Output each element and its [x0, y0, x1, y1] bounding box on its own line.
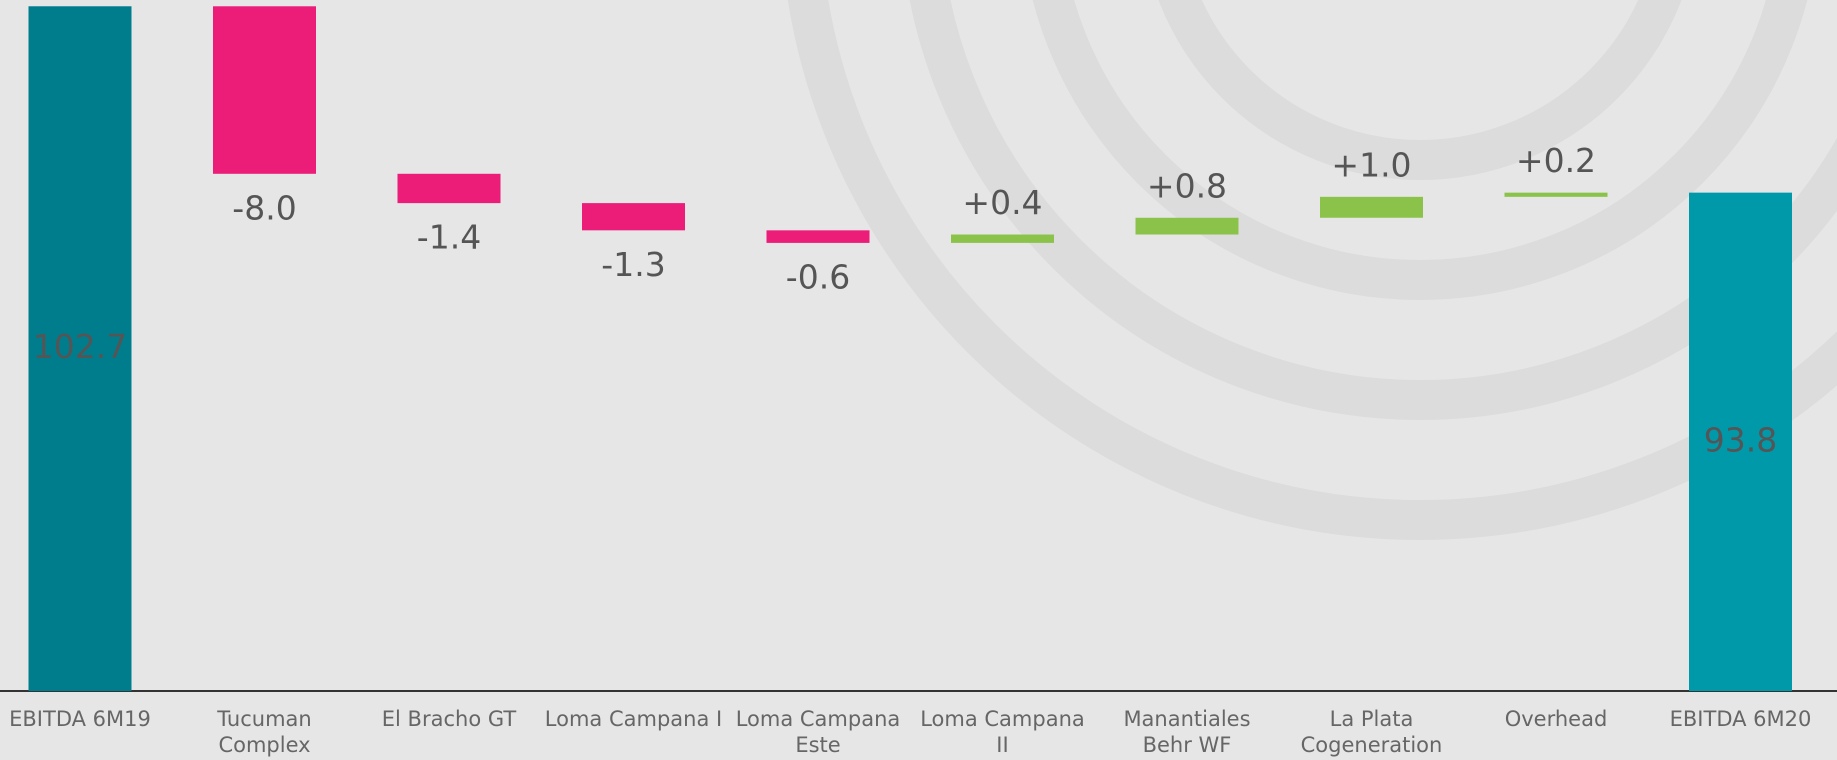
x-tick-label: El Bracho GT [359, 706, 539, 732]
x-tick-label: Loma Campana II [913, 706, 1093, 758]
value-label: -1.4 [417, 218, 481, 257]
value-label: 102.7 [33, 327, 127, 366]
bar [1320, 197, 1423, 218]
x-tick-label: Tucuman Complex [175, 706, 355, 758]
value-label: -8.0 [232, 188, 296, 227]
chart-svg: 102.7 -8.0 -1.4 -1.3 -0.6 +0.4 +0.8 +1.0 +0.2 93.… [0, 0, 1837, 760]
decoration [800, 0, 1837, 520]
value-label: -1.3 [601, 245, 665, 284]
x-tick-label: Loma Campana Este [728, 706, 908, 758]
chart: 102.7 -8.0 -1.4 -1.3 -0.6 +0.4 +0.8 +1.0 +0.2 93.… [0, 0, 1837, 760]
value-label: 93.8 [1704, 420, 1777, 459]
bar [951, 235, 1054, 243]
value-label: +0.8 [1147, 166, 1227, 205]
value-label: +1.0 [1331, 145, 1411, 184]
x-tick-label: EBITDA 6M19 [0, 706, 170, 732]
bar [1505, 193, 1608, 197]
value-label: +0.4 [962, 183, 1042, 222]
value-label: -0.6 [786, 257, 850, 296]
x-tick-label: La Plata Cogeneration [1282, 706, 1462, 758]
x-tick-label: EBITDA 6M20 [1651, 706, 1831, 732]
x-tick-label: Loma Campana I [544, 706, 724, 732]
x-tick-label: Manantiales Behr WF [1097, 706, 1277, 758]
bar [398, 174, 501, 203]
x-tick-label: Overhead [1466, 706, 1646, 732]
bar [1136, 218, 1239, 235]
bar [213, 6, 316, 174]
value-label: +0.2 [1516, 141, 1596, 180]
bar [582, 203, 685, 230]
bar [767, 230, 870, 243]
